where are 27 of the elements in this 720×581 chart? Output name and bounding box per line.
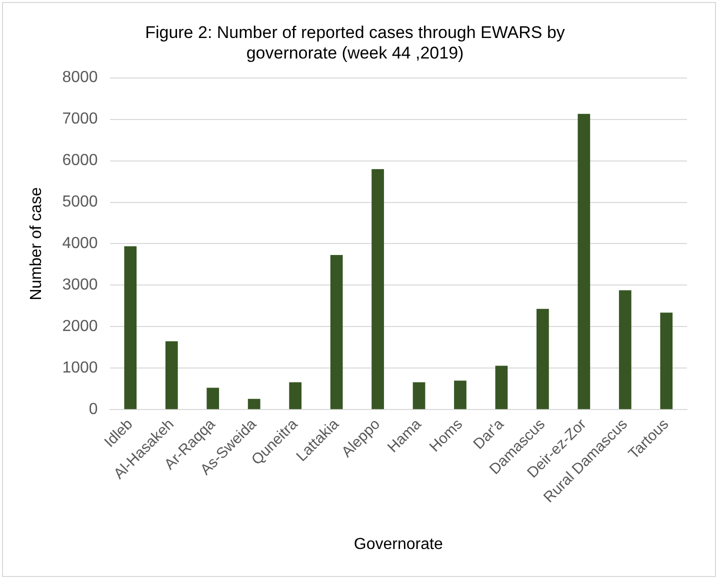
y-tick-label: 1000	[62, 360, 98, 377]
bar	[536, 308, 549, 410]
bar	[618, 290, 632, 410]
y-tick-label: 8000	[62, 69, 98, 86]
y-axis-title: Number of case	[28, 187, 46, 300]
bar	[454, 380, 466, 410]
bar	[206, 388, 220, 410]
bar	[495, 366, 508, 410]
y-tick-label: 2000	[62, 318, 98, 336]
y-tick-label: 4000	[62, 235, 98, 252]
text: Figure 2: Number of reported cases through EWARS by	[145, 22, 565, 42]
y-tick-label: 3000	[62, 276, 98, 294]
y-tick-label: 6000	[62, 152, 98, 170]
bar	[124, 246, 137, 410]
bar	[248, 398, 260, 410]
bar	[330, 254, 343, 410]
bar	[372, 169, 384, 410]
bar	[412, 382, 426, 410]
text: governorate (week 44 ,2019)	[246, 43, 464, 62]
y-tick-label: 0	[88, 401, 98, 418]
bar	[289, 382, 302, 410]
bar	[578, 114, 590, 410]
bar	[660, 312, 673, 410]
x-axis-title: Governorate	[354, 536, 443, 553]
y-tick-label: 5000	[62, 194, 98, 211]
y-tick-label: 7000	[62, 110, 98, 128]
bar	[165, 341, 178, 410]
